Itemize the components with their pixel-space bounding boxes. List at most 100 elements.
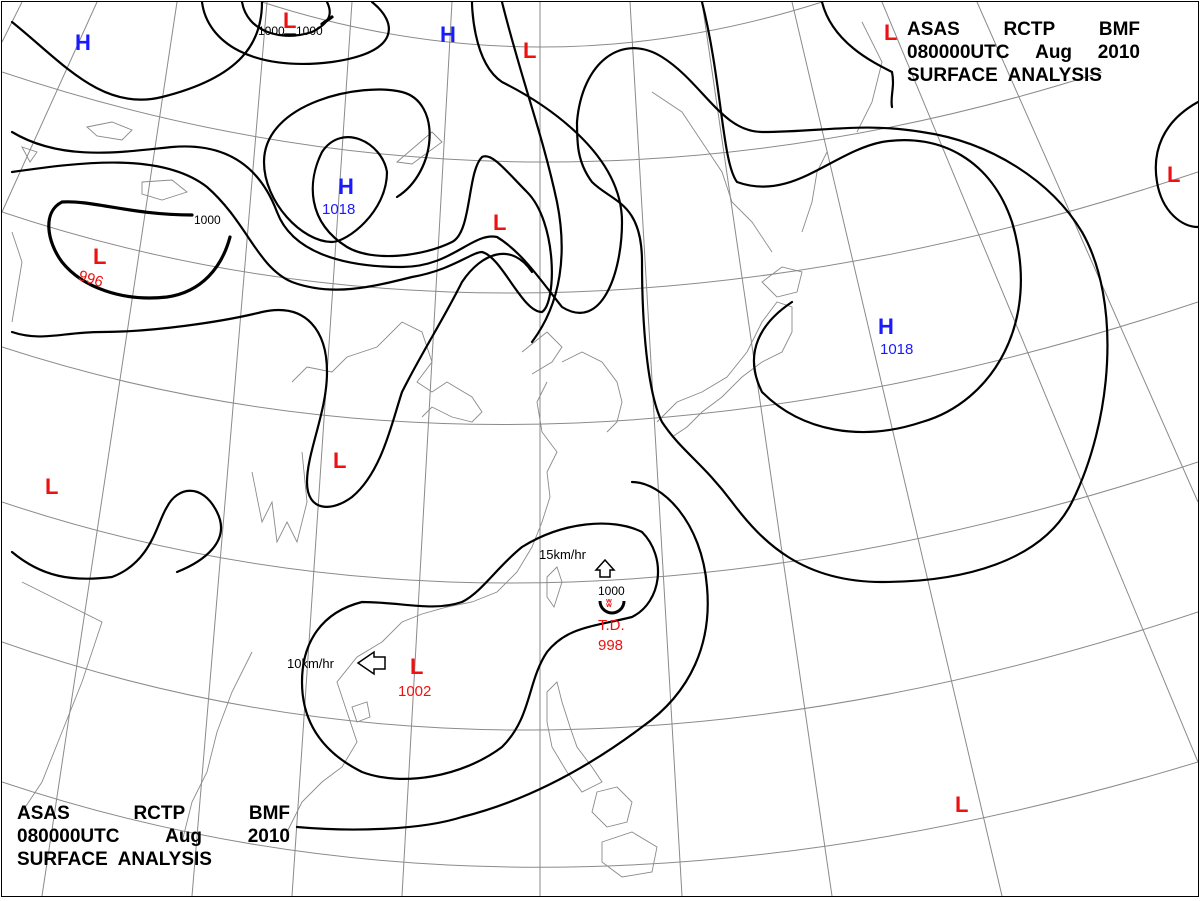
isobar bbox=[820, 2, 895, 109]
tropical-depression: 1000 ʬ T.D. 998 bbox=[598, 584, 626, 654]
high-pressure-symbol: H bbox=[878, 314, 894, 339]
td-center-icon: ʬ bbox=[606, 598, 612, 610]
low-pressure-symbol: L bbox=[93, 244, 106, 269]
header-row-product: ASAS RCTP BMF bbox=[17, 802, 290, 825]
low-pressure-symbol: L bbox=[884, 20, 897, 45]
meridian-line bbox=[881, 2, 1198, 763]
isobar-label: 1000 bbox=[296, 24, 323, 38]
coast-lake bbox=[395, 131, 443, 165]
low-pressure-symbol: L bbox=[333, 448, 346, 473]
meridian-line bbox=[791, 2, 1003, 896]
isobar bbox=[262, 88, 431, 244]
meridian-line bbox=[2, 2, 98, 213]
header-station-code: RCTP bbox=[133, 803, 186, 824]
coast-china-east bbox=[381, 381, 558, 643]
coast-lake bbox=[141, 179, 188, 201]
isobar bbox=[10, 136, 553, 314]
coast-lake bbox=[86, 121, 133, 141]
map-header-bottom: ASAS RCTP BMF 080000UTC Aug 2010 SURFACE… bbox=[17, 802, 290, 871]
coast-mindanao bbox=[601, 831, 658, 878]
coast-taiwan bbox=[546, 566, 563, 609]
header-title: SURFACE ANALYSIS bbox=[17, 849, 212, 870]
high-pressure-symbol: H bbox=[75, 30, 91, 55]
coast-lake bbox=[21, 146, 38, 163]
isobar bbox=[10, 2, 264, 101]
coast-bohai bbox=[521, 331, 563, 375]
header-month: Aug bbox=[165, 826, 203, 847]
isobars bbox=[10, 2, 1198, 831]
parallel-arc bbox=[2, 171, 1198, 294]
td-isobar-label: 1000 bbox=[598, 584, 625, 598]
isobar-label: 1000 bbox=[194, 213, 221, 227]
coast-kamchatka bbox=[856, 21, 883, 133]
low-pressure-symbol: L bbox=[1167, 162, 1180, 187]
header-year: 2010 bbox=[247, 826, 290, 847]
parallel-arc bbox=[2, 611, 1198, 731]
isobar bbox=[10, 252, 534, 508]
isobar bbox=[240, 2, 331, 37]
header-title: SURFACE ANALYSIS bbox=[907, 65, 1102, 86]
header-product-code: ASAS bbox=[17, 803, 70, 824]
coast-india bbox=[21, 581, 103, 813]
arrow-up-icon bbox=[594, 558, 616, 578]
low-pressure-symbol: L bbox=[283, 8, 296, 33]
coast-okhotsk bbox=[651, 91, 773, 253]
meridian-line bbox=[629, 2, 683, 896]
td-circulation-icon bbox=[598, 600, 626, 615]
meridian-line bbox=[976, 2, 1198, 503]
isobar-label: 1000 bbox=[258, 24, 285, 38]
parallel-arc bbox=[2, 761, 1198, 868]
header-row-time: 080000UTC Aug 2010 bbox=[17, 825, 290, 848]
td-label: T.D. bbox=[598, 617, 625, 634]
coast-indochina bbox=[286, 641, 383, 833]
coast-west bbox=[11, 231, 23, 323]
header-year: 2010 bbox=[1097, 42, 1140, 63]
isobar bbox=[295, 480, 709, 831]
pressure-centers: H H H 1018 H 1018 L L L 996 L L L L L L … bbox=[45, 8, 1180, 817]
low-pressure-symbol: L bbox=[523, 38, 536, 63]
parallel-arc bbox=[2, 301, 1198, 426]
coast-sakhalin bbox=[801, 151, 828, 233]
motion-vectors: 15km/hr 10km/hr bbox=[287, 547, 616, 676]
coast-indochina-west bbox=[181, 651, 253, 843]
coast-himalaya bbox=[251, 451, 308, 544]
coast-hainan bbox=[351, 701, 371, 723]
coast-japan-north bbox=[761, 266, 803, 298]
graticule-parallels bbox=[2, 2, 1198, 868]
header-time: 080000UTC bbox=[907, 42, 1010, 63]
meridian-line bbox=[701, 2, 833, 896]
motion-speed-label: 15km/hr bbox=[539, 547, 587, 562]
td-pressure-value: 998 bbox=[598, 637, 623, 654]
isobar-1000-bold bbox=[47, 200, 232, 300]
low-pressure-symbol: L bbox=[410, 654, 423, 679]
coast-japan bbox=[656, 301, 793, 438]
header-row-product: ASAS RCTP BMF bbox=[907, 18, 1140, 41]
coast-luzon bbox=[546, 681, 603, 793]
header-source-code: BMF bbox=[248, 803, 290, 824]
parallel-arc bbox=[2, 461, 1198, 584]
meridian-line bbox=[401, 2, 453, 896]
arrow-left-icon bbox=[356, 650, 386, 676]
coast-peninsula bbox=[291, 321, 483, 423]
isobar bbox=[300, 522, 660, 780]
isobar bbox=[575, 47, 1109, 584]
low-pressure-symbol: L bbox=[955, 792, 968, 817]
isobar bbox=[500, 2, 563, 344]
header-row-time: 080000UTC Aug 2010 bbox=[907, 41, 1140, 64]
pressure-value: 1002 bbox=[398, 683, 431, 700]
coast-korea bbox=[561, 351, 623, 433]
parallel-arc bbox=[261, 2, 823, 48]
coast-visayas bbox=[591, 786, 633, 828]
isobar bbox=[700, 2, 1022, 434]
pressure-value: 996 bbox=[76, 267, 105, 291]
header-station-code: RCTP bbox=[1003, 19, 1056, 40]
header-product-code: ASAS bbox=[907, 19, 960, 40]
header-time: 080000UTC bbox=[17, 826, 120, 847]
header-row-title: SURFACE ANALYSIS bbox=[17, 848, 290, 871]
isobar bbox=[10, 2, 624, 314]
meridian-line bbox=[291, 2, 353, 896]
isobar bbox=[200, 2, 390, 66]
